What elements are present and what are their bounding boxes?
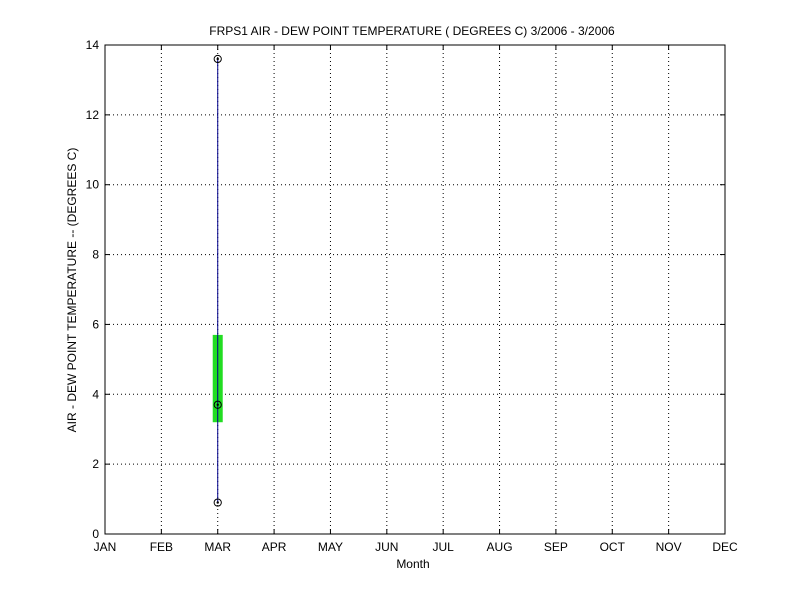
y-axis-label: AIR - DEW POINT TEMPERATURE -- (DEGREES … <box>65 148 79 433</box>
x-tick-label: JUL <box>433 540 455 554</box>
y-tick-label: 8 <box>92 248 99 262</box>
x-tick-label: NOV <box>656 540 682 554</box>
plot-frame <box>104 44 726 535</box>
y-tick-label: 4 <box>92 387 99 401</box>
box-plots <box>212 54 223 507</box>
y-tick-label: 6 <box>92 317 99 331</box>
median-marker <box>213 400 222 409</box>
x-tick-label: OCT <box>600 540 626 554</box>
grid <box>105 45 725 534</box>
x-tick-label: JAN <box>94 540 117 554</box>
y-tick-label: 10 <box>86 178 100 192</box>
max-marker <box>213 54 222 64</box>
x-tick-label: SEP <box>544 540 568 554</box>
chart-title: FRPS1 AIR - DEW POINT TEMPERATURE ( DEGR… <box>209 24 615 38</box>
x-tick-label: APR <box>262 540 287 554</box>
y-tick-label: 2 <box>92 457 99 471</box>
x-tick-label: MAY <box>318 540 343 554</box>
x-tick-label: AUG <box>487 540 513 554</box>
max-marker-dot <box>216 57 219 61</box>
x-tick-label: JUN <box>375 540 398 554</box>
y-axis: 0 2 4 6 8 10 12 14 <box>86 38 725 541</box>
x-tick-label: FEB <box>150 540 173 554</box>
x-axis: JAN FEB MAR APR MAY JUN JUL AUG SEP OCT NOV DEC <box>94 45 738 554</box>
x-tick-label: MAR <box>204 540 231 554</box>
y-tick-label: 14 <box>86 38 100 52</box>
min-marker-dot <box>216 501 219 504</box>
x-axis-label: Month <box>396 557 429 571</box>
x-tick-label: DEC <box>712 540 738 554</box>
median-marker-dot <box>216 403 219 406</box>
y-tick-label: 12 <box>86 108 100 122</box>
min-marker <box>213 498 222 507</box>
y-tick-label: 0 <box>92 527 99 541</box>
